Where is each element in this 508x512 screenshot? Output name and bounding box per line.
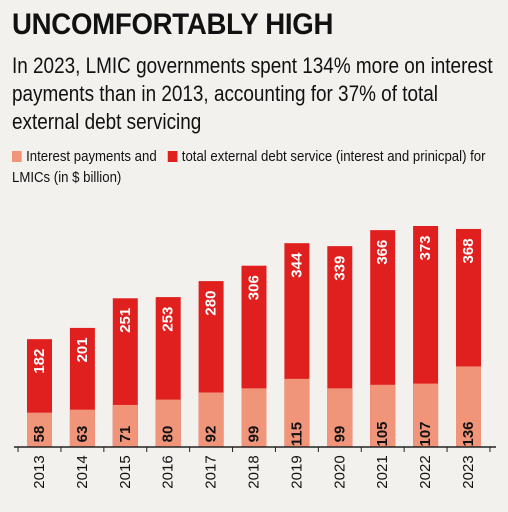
interest-bar-2023 bbox=[456, 366, 481, 447]
interest-bar-2022 bbox=[413, 383, 439, 447]
x-tick-label-2017: 2017 bbox=[203, 455, 220, 488]
total-value-label-2018: 306 bbox=[246, 275, 263, 300]
interest-value-label-2022: 107 bbox=[417, 421, 434, 446]
legend-item-interest: Interest payments and bbox=[12, 148, 157, 165]
chart-subtitle: In 2023, LMIC governments spent 134% mor… bbox=[12, 53, 493, 134]
total-value-label-2022: 373 bbox=[417, 235, 434, 260]
x-tick-label-2020: 2020 bbox=[331, 455, 348, 488]
total-value-label-2016: 253 bbox=[160, 307, 177, 332]
total-value-label-2023: 368 bbox=[460, 238, 477, 263]
total-value-label-2014: 201 bbox=[74, 337, 91, 362]
total-value-label-2021: 366 bbox=[374, 240, 391, 265]
interest-bar-2020 bbox=[327, 388, 353, 447]
x-tick-label-2023: 2023 bbox=[460, 455, 477, 488]
interest-bar-2014 bbox=[69, 409, 95, 447]
x-tick-label-2021: 2021 bbox=[374, 455, 391, 488]
legend-swatch-total bbox=[167, 151, 178, 162]
interest-bar-2016 bbox=[155, 399, 181, 447]
x-tick-label-2018: 2018 bbox=[246, 455, 263, 488]
legend: Interest payments and total external deb… bbox=[12, 146, 505, 188]
interest-value-label-2017: 92 bbox=[203, 426, 220, 443]
legend-item-total: total external debt service (interest an… bbox=[12, 148, 486, 186]
interest-value-label-2014: 63 bbox=[74, 426, 91, 443]
chart-title: UNCOMFORTABLY HIGH bbox=[12, 8, 334, 41]
interest-bar-2019 bbox=[284, 378, 310, 447]
interest-value-label-2016: 80 bbox=[160, 426, 177, 443]
total-value-label-2019: 344 bbox=[288, 252, 305, 278]
x-tick-label-2015: 2015 bbox=[117, 455, 134, 488]
legend-label-total: total external debt service (interest an… bbox=[12, 148, 486, 186]
legend-swatch-interest bbox=[12, 151, 22, 162]
total-value-label-2017: 280 bbox=[203, 291, 220, 316]
interest-value-label-2018: 99 bbox=[246, 426, 263, 443]
x-tick-label-2013: 2013 bbox=[31, 455, 48, 488]
total-value-label-2013: 182 bbox=[31, 349, 48, 374]
x-tick-label-2016: 2016 bbox=[160, 455, 177, 488]
interest-bar-2013 bbox=[27, 412, 52, 447]
interest-value-label-2021: 105 bbox=[374, 421, 391, 446]
x-tick-label-2019: 2019 bbox=[288, 455, 305, 488]
interest-value-label-2013: 58 bbox=[31, 426, 48, 443]
interest-bar-2015 bbox=[112, 404, 138, 447]
interest-value-label-2020: 99 bbox=[331, 426, 348, 443]
interest-bar-2018 bbox=[241, 388, 267, 447]
legend-label-interest: Interest payments and bbox=[26, 148, 157, 165]
interest-value-label-2019: 115 bbox=[288, 422, 305, 446]
x-tick-label-2014: 2014 bbox=[74, 455, 91, 488]
x-tick-label-2022: 2022 bbox=[417, 455, 434, 488]
interest-bar-2021 bbox=[370, 384, 396, 447]
interest-value-label-2015: 71 bbox=[117, 426, 134, 443]
total-value-label-2020: 339 bbox=[331, 256, 348, 281]
total-value-label-2015: 251 bbox=[117, 308, 134, 333]
interest-value-label-2023: 136 bbox=[460, 421, 477, 446]
interest-bar-2017 bbox=[198, 392, 224, 447]
